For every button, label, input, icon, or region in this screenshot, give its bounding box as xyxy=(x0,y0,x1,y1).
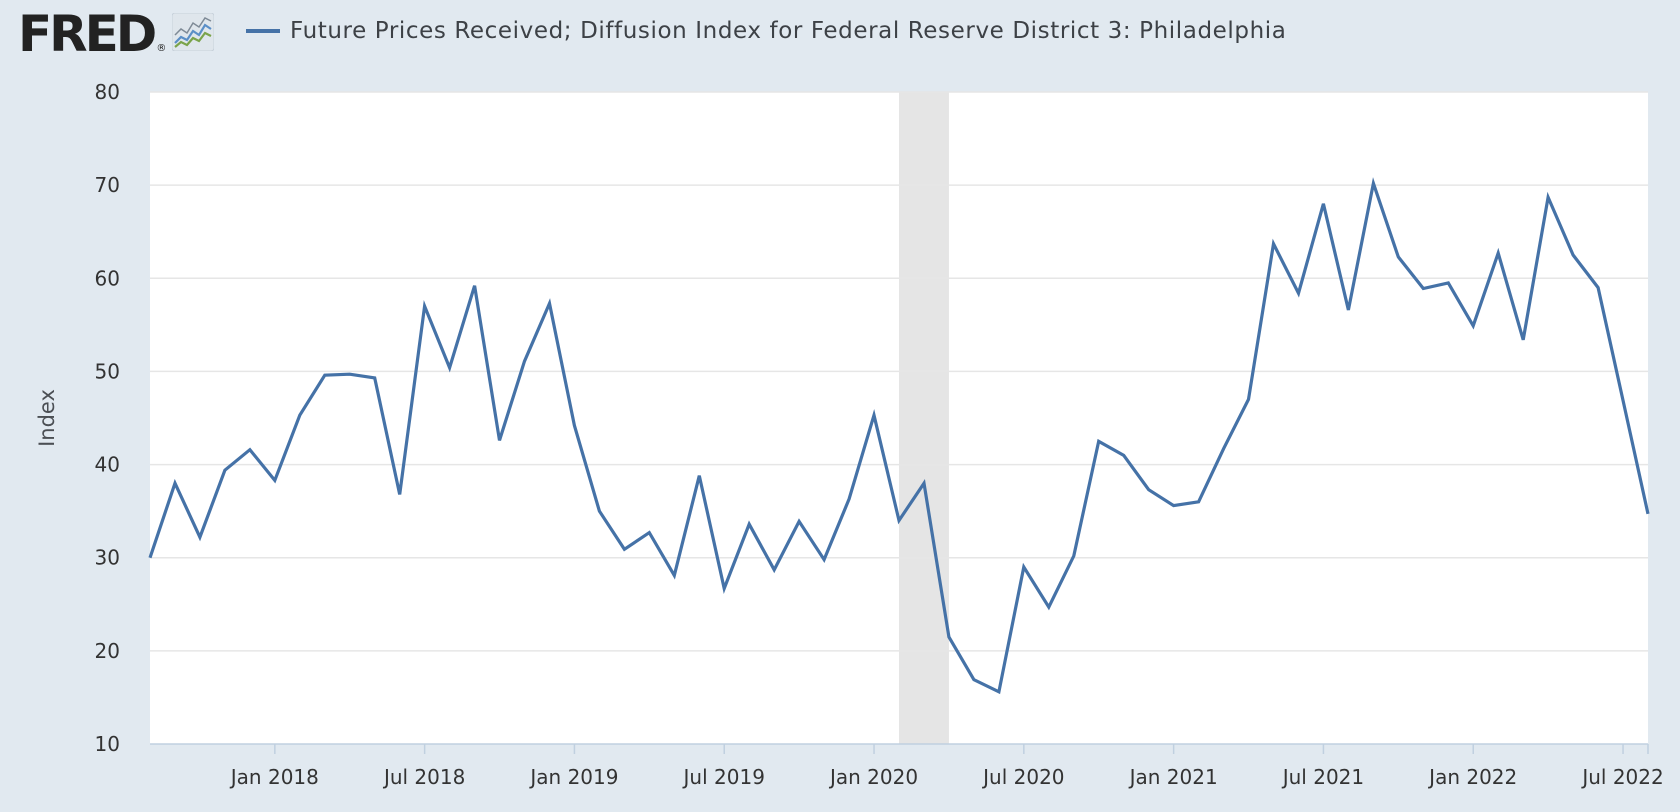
y-tick-label: 60 xyxy=(95,266,120,290)
y-tick-label: 10 xyxy=(95,732,120,756)
y-axis-ticks: 10 20 30 40 50 60 70 80 xyxy=(95,80,120,756)
y-tick-label: 20 xyxy=(95,639,120,663)
y-tick-label: 50 xyxy=(95,359,120,383)
x-tick-label: Jul 2022 xyxy=(1580,765,1663,789)
gridlines xyxy=(150,91,1648,652)
x-tick-label: Jan 2022 xyxy=(1427,765,1517,789)
x-tick-label: Jul 2019 xyxy=(682,765,765,789)
x-tick-label: Jul 2020 xyxy=(981,765,1064,789)
x-tick-label: Jul 2018 xyxy=(382,765,465,789)
chart-title-legend[interactable]: Future Prices Received; Diffusion Index … xyxy=(246,18,1286,44)
y-tick-label: 70 xyxy=(95,173,120,197)
y-tick-label: 40 xyxy=(95,453,120,477)
x-tick-label: Jan 2019 xyxy=(528,765,618,789)
series-line[interactable] xyxy=(148,177,1650,695)
y-tick-label: 30 xyxy=(95,546,120,570)
x-tick-label: Jul 2021 xyxy=(1281,765,1364,789)
y-tick-label: 80 xyxy=(95,80,120,104)
x-tick-label: Jan 2021 xyxy=(1128,765,1218,789)
y-axis-title: Index xyxy=(35,389,59,447)
x-axis-ticks: Jan 2018 Jul 2018 Jan 2019 Jul 2019 Jan 2020… xyxy=(229,744,1664,789)
x-tick-label: Jan 2020 xyxy=(828,765,918,789)
recession-shading-layer xyxy=(899,92,949,744)
fred-logo-text: FRED xyxy=(18,5,157,63)
series-layer xyxy=(148,177,1650,695)
chart-header: FRED ® Future Prices Received; Diffusion… xyxy=(0,0,1680,70)
registered-mark: ® xyxy=(156,43,167,54)
fred-logo[interactable]: FRED ® xyxy=(18,5,215,63)
series-legend-swatch xyxy=(246,29,280,33)
chart-title: Future Prices Received; Diffusion Index … xyxy=(290,18,1287,44)
recession-band xyxy=(899,92,949,744)
x-tick-label: Jan 2018 xyxy=(229,765,319,789)
